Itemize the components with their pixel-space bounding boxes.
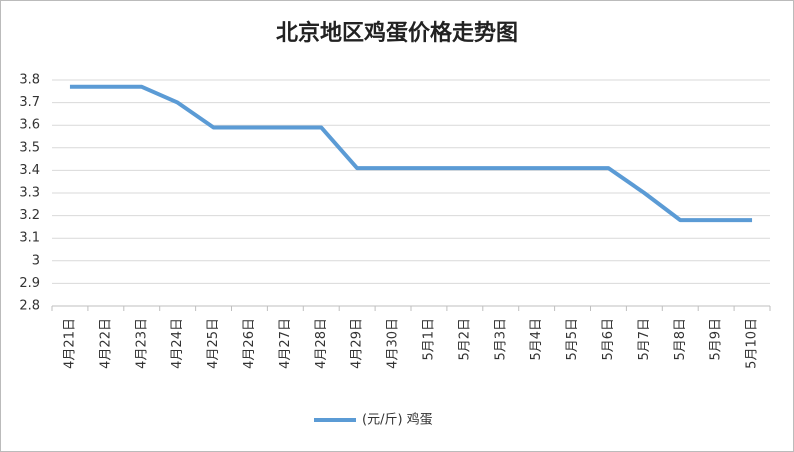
y-tick-label: 3	[32, 253, 40, 268]
x-tick-label: 4月30日	[386, 318, 401, 369]
y-tick-label: 3.5	[19, 140, 40, 155]
y-tick-label: 3.2	[19, 208, 40, 223]
y-tick-label: 3.8	[19, 73, 40, 88]
x-tick-label: 5月7日	[637, 318, 652, 361]
x-tick-label: 5月10日	[745, 318, 760, 369]
y-tick-label: 3.3	[19, 186, 40, 201]
x-tick-label: 4月28日	[314, 318, 329, 369]
chart-title: 北京地区鸡蛋价格走势图	[276, 20, 518, 46]
x-tick-label: 4月26日	[242, 318, 257, 369]
x-tick-label: 5月2日	[457, 318, 472, 361]
x-tick-label: 4月24日	[170, 318, 185, 369]
legend-label: (元/斤) 鸡蛋	[362, 412, 433, 428]
x-tick-label: 5月8日	[673, 318, 688, 361]
x-tick-label: 5月6日	[601, 318, 616, 361]
y-tick-label: 3.6	[19, 118, 40, 133]
y-tick-label: 3.4	[19, 163, 40, 178]
x-tick-label: 4月21日	[62, 318, 77, 369]
x-tick-label: 4月22日	[98, 318, 113, 369]
x-tick-label: 5月5日	[565, 318, 580, 361]
x-tick-label: 4月27日	[278, 318, 293, 369]
y-tick-label: 3.7	[19, 95, 40, 110]
x-tick-label: 4月23日	[134, 318, 149, 369]
y-tick-label: 2.9	[19, 276, 40, 291]
x-tick-label: 5月4日	[529, 318, 544, 361]
x-tick-label: 5月3日	[493, 318, 508, 361]
x-tick-label: 4月25日	[206, 318, 221, 369]
x-tick-label: 5月9日	[709, 318, 724, 361]
y-tick-label: 3.1	[19, 231, 40, 246]
y-tick-label: 2.8	[19, 299, 40, 314]
x-tick-label: 5月1日	[421, 318, 436, 361]
series-line	[69, 84, 753, 223]
x-tick-label: 4月29日	[350, 318, 365, 369]
